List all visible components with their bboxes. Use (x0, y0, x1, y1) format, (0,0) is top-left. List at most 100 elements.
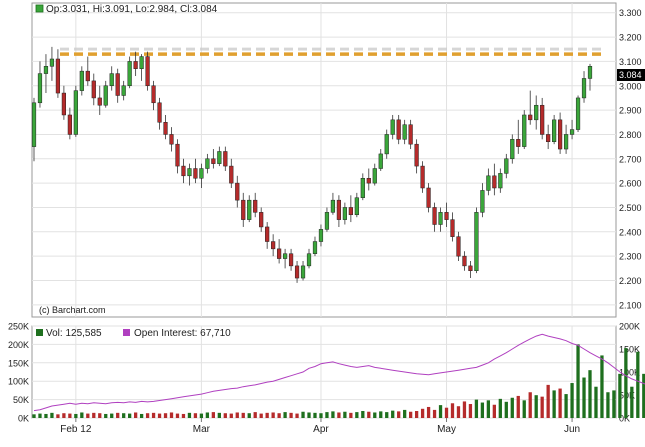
last-price-label: 3.084 (619, 70, 642, 80)
candle-body (282, 253, 288, 259)
candle (37, 61, 43, 108)
candle (121, 80, 126, 101)
candle (408, 119, 413, 150)
candle (229, 158, 234, 188)
candle (294, 261, 300, 283)
candle-body (139, 56, 144, 69)
volume-bar (80, 412, 84, 418)
candle-body (306, 253, 312, 267)
volume-bar (409, 411, 413, 418)
volume-bar (420, 408, 425, 418)
candle-body (486, 175, 491, 191)
volume-bar (546, 384, 550, 418)
candle (145, 51, 150, 91)
candle-body (360, 178, 365, 198)
volume-bar (32, 414, 36, 418)
volume-bar (361, 411, 365, 418)
candle-body (480, 190, 485, 213)
candle-body (31, 102, 37, 147)
candle-body (354, 197, 359, 216)
volume-bar (528, 392, 532, 418)
candle (414, 139, 419, 174)
volume-bar (385, 412, 389, 418)
candle (217, 146, 222, 167)
watermark: (c) Barchart.com (39, 305, 106, 315)
x-tick-label: Apr (313, 424, 329, 435)
volume-bar (391, 410, 395, 418)
open-interest-legend-swatch (123, 329, 130, 336)
candle (79, 66, 84, 96)
candle-body (366, 178, 371, 184)
candle (402, 119, 407, 145)
candle (127, 56, 132, 89)
candle (31, 97, 37, 162)
volume-bars (32, 344, 645, 418)
volume-bar (169, 412, 174, 418)
candle (265, 222, 270, 249)
volume-bar (98, 413, 102, 418)
candle (396, 114, 401, 145)
candle-body (540, 104, 545, 135)
candle (199, 163, 204, 188)
candle-body (85, 70, 90, 82)
volume-bar (540, 396, 544, 418)
volume-bar (74, 413, 78, 418)
candle-body (558, 119, 563, 150)
candle-body (390, 119, 395, 135)
candle-body (456, 236, 461, 257)
volume-bar (379, 411, 383, 418)
volume-bar (432, 409, 437, 418)
candle-body (211, 158, 216, 164)
candle-body (432, 207, 437, 225)
candle-body (300, 265, 306, 279)
candle (342, 202, 347, 225)
volume-bar (618, 373, 622, 418)
candle (378, 149, 383, 171)
candle-body (61, 92, 66, 116)
price-tick-label: 3.300 (619, 8, 642, 18)
candle-body (79, 70, 84, 91)
volume-bar (133, 412, 138, 418)
candle-body (504, 158, 509, 174)
candle-body (324, 212, 330, 230)
price-tick-label: 2.200 (619, 276, 642, 286)
candle (211, 149, 216, 169)
volume-bar (588, 370, 592, 418)
x-axis-labels: Feb 12MarAprMayJunJul (60, 418, 580, 435)
candle-body (498, 173, 503, 189)
candle (324, 207, 330, 232)
volume-bar (104, 413, 108, 418)
volume-bar (313, 412, 317, 418)
candle-body (348, 207, 353, 216)
volume-tick-label: 200K (8, 340, 29, 350)
price-y-axis: 3.300 3.200 3.100 3.000 2.900 2.800 2.700 2.600… (619, 8, 642, 310)
candle (390, 114, 395, 140)
candle (420, 161, 425, 193)
volume-bar (181, 413, 186, 418)
volume-bar (331, 411, 335, 418)
volume-bar (480, 402, 485, 418)
volume-bar (606, 392, 610, 418)
candle (235, 175, 240, 208)
candle (504, 153, 509, 179)
candle-body (37, 73, 43, 104)
candle-body (103, 85, 108, 106)
candle-body (384, 134, 389, 155)
price-panel-frame (31, 2, 617, 318)
candle (67, 107, 72, 140)
price-tick-label: 2.100 (619, 300, 642, 310)
volume-bar (355, 412, 359, 418)
open-interest-tick-label: 150K (619, 345, 640, 355)
candle-body (581, 78, 587, 99)
volume-bar (151, 412, 156, 418)
volume-bar (534, 395, 538, 418)
volume-bar (68, 413, 72, 418)
volume-bar (570, 383, 574, 418)
candle (103, 80, 108, 108)
candle (55, 49, 61, 98)
ohlc-legend-swatch (35, 4, 44, 13)
candle-body (372, 168, 377, 184)
candle-body (516, 139, 521, 147)
candle (587, 63, 593, 91)
candle (575, 95, 581, 133)
